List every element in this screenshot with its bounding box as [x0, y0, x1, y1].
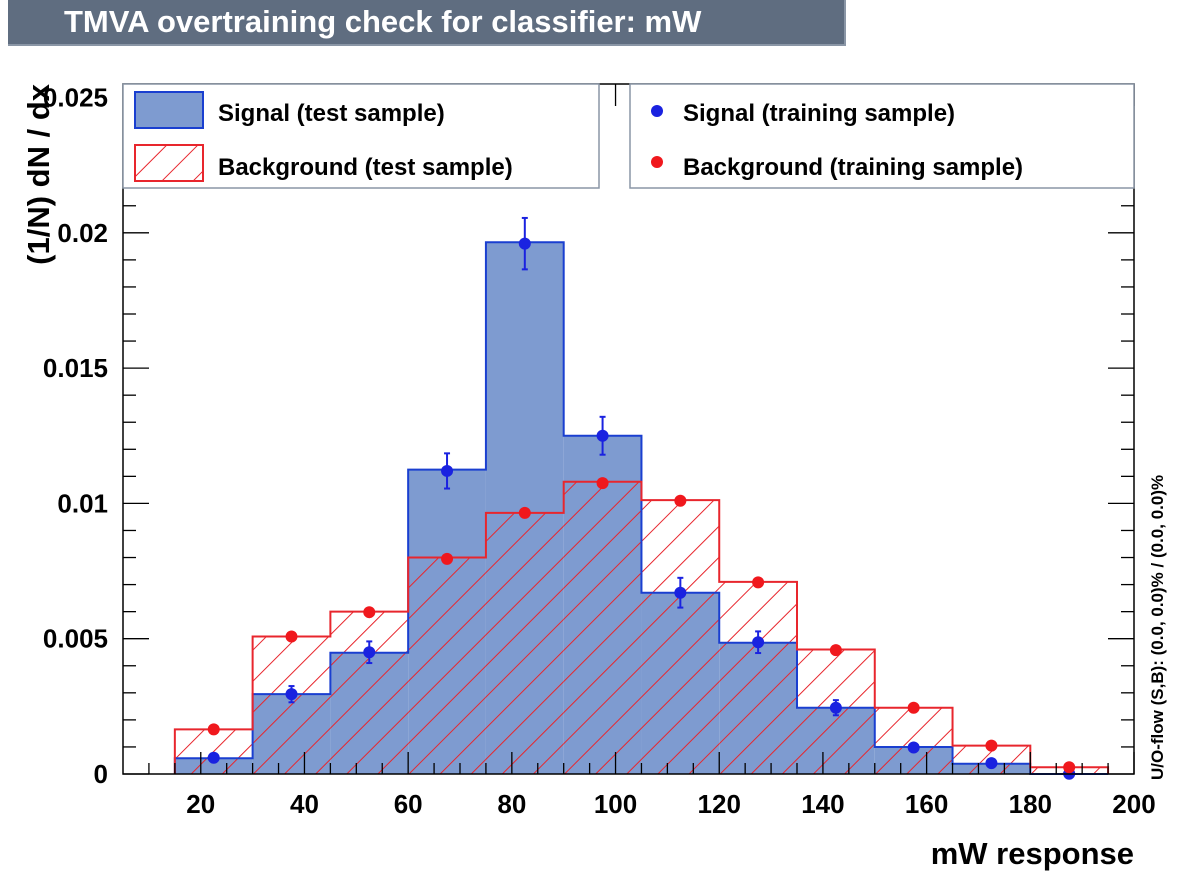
x-tick-label: 80	[497, 789, 526, 819]
background-training-point	[518, 506, 531, 519]
background-test-bar	[485, 512, 564, 774]
legend-swatch-signal-test	[134, 91, 204, 129]
background-training-point	[829, 644, 842, 657]
background-training-point	[907, 701, 920, 714]
x-tick-label: 180	[1009, 789, 1052, 819]
background-test-bar	[874, 707, 953, 774]
signal-training-point	[441, 464, 454, 477]
background-training-point	[752, 576, 765, 589]
signal-training-point	[518, 237, 531, 250]
legend-label: Background (test sample)	[218, 154, 513, 181]
background-training-point	[285, 630, 298, 643]
legend-marker-background-training	[651, 156, 663, 168]
legend-swatch-background-test	[134, 144, 204, 182]
x-tick-label: 120	[698, 789, 741, 819]
signal-training-point	[752, 636, 765, 649]
legend-label: Background (training sample)	[683, 154, 1023, 181]
signal-training-point	[207, 751, 220, 764]
y-tick-label: 0.02	[57, 218, 108, 248]
y-tick-label: 0.025	[43, 83, 108, 113]
y-axis-label: (1/N) dN / dx	[21, 83, 56, 265]
y-tick-label: 0.01	[57, 488, 108, 518]
plot-frame	[122, 83, 1135, 775]
signal-training-point	[829, 701, 842, 714]
background-training-point	[985, 739, 998, 752]
background-test-bar	[174, 729, 253, 774]
background-test-bar	[641, 500, 720, 774]
x-axis-label: mW response	[931, 836, 1134, 871]
signal-training-point	[285, 688, 298, 701]
chart-title: TMVA overtraining check for classifier: …	[64, 4, 702, 39]
x-tick-label: 100	[594, 789, 637, 819]
background-test-outline	[173, 480, 1110, 774]
background-test-bar	[408, 557, 486, 774]
signal-training-point	[674, 586, 687, 599]
background-test-bar	[330, 611, 409, 774]
background-training-point	[1063, 761, 1076, 774]
legend-label: Signal (test sample)	[218, 100, 445, 127]
signal-training-point	[363, 646, 376, 659]
background-training-point	[207, 723, 220, 736]
background-test-bar	[563, 481, 642, 774]
background-training-point	[674, 494, 687, 507]
x-tick-label: 60	[394, 789, 423, 819]
background-training-point	[596, 477, 609, 490]
overflow-note: U/O-flow (S,B): (0.0, 0.0)% / (0.0, 0.0)…	[1148, 475, 1167, 780]
background-training-point	[441, 552, 454, 565]
x-tick-label: 140	[801, 789, 844, 819]
x-tick-label: 40	[290, 789, 319, 819]
signal-training-point	[985, 757, 998, 770]
y-tick-label: 0.005	[43, 624, 108, 654]
x-tick-label: 20	[186, 789, 215, 819]
background-test-bar	[719, 581, 797, 774]
signal-test-outline	[173, 241, 1109, 775]
marker-layer	[207, 216, 1076, 780]
y-tick-label: 0	[94, 759, 108, 789]
title-box: TMVA overtraining check for classifier: …	[8, 0, 846, 46]
x-tick-label: 160	[905, 789, 948, 819]
legend: Signal (test sample) Background (test sam…	[122, 83, 1135, 189]
legend-label: Signal (training sample)	[683, 100, 955, 127]
x-tick-label: 200	[1112, 789, 1155, 819]
signal-training-point	[596, 429, 609, 442]
signal-training-point	[907, 741, 920, 754]
y-tick-label: 0.015	[43, 353, 108, 383]
background-training-point	[363, 606, 376, 619]
background-test-bar	[252, 636, 331, 774]
histogram-layer	[173, 241, 1110, 775]
legend-marker-signal-training	[651, 105, 663, 117]
legend-box-right	[629, 83, 1135, 189]
